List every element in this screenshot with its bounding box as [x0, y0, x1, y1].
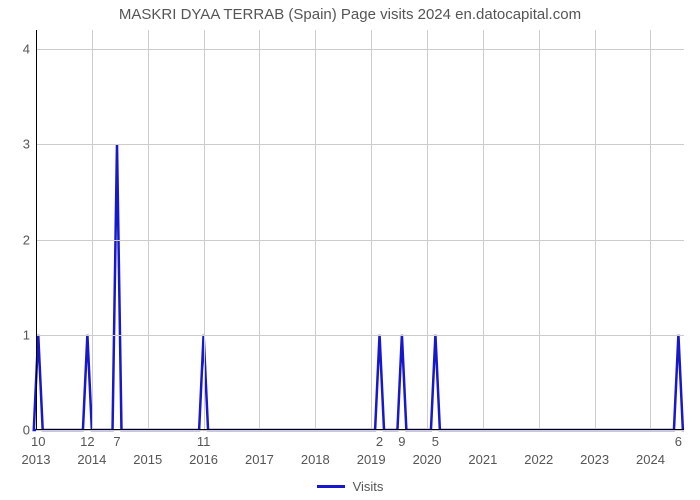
gridline-vertical: [259, 30, 260, 430]
x-tick-label: 2022: [524, 452, 553, 467]
gridline-vertical: [650, 30, 651, 430]
x-tick-label: 2013: [22, 452, 51, 467]
spike-value-label: 5: [432, 434, 439, 449]
visits-line: [34, 144, 684, 430]
spike-value-label: 6: [675, 434, 682, 449]
gridline-horizontal: [36, 144, 684, 145]
plot-area: 0123420132014201520162017201820192020202…: [36, 30, 684, 430]
y-axis-line: [36, 30, 37, 430]
legend-swatch: [317, 485, 345, 488]
x-tick-label: 2023: [580, 452, 609, 467]
spike-value-label: 7: [113, 434, 120, 449]
spike-value-label: 9: [398, 434, 405, 449]
gridline-vertical: [315, 30, 316, 430]
x-tick-label: 2019: [357, 452, 386, 467]
gridline-vertical: [204, 30, 205, 430]
chart-title: MASKRI DYAA TERRAB (Spain) Page visits 2…: [0, 6, 700, 23]
gridline-vertical: [92, 30, 93, 430]
spike-value-label: 12: [80, 434, 94, 449]
gridline-horizontal: [36, 240, 684, 241]
gridline-vertical: [427, 30, 428, 430]
gridline-horizontal: [36, 430, 684, 431]
x-tick-label: 2024: [636, 452, 665, 467]
x-tick-label: 2021: [468, 452, 497, 467]
x-tick-label: 2017: [245, 452, 274, 467]
gridline-vertical: [371, 30, 372, 430]
gridline-horizontal: [36, 49, 684, 50]
gridline-horizontal: [36, 335, 684, 336]
x-tick-label: 2014: [77, 452, 106, 467]
spike-value-label: 11: [197, 434, 211, 449]
line-series: [36, 30, 684, 430]
x-tick-label: 2018: [301, 452, 330, 467]
spike-value-label: 2: [376, 434, 383, 449]
y-tick-label: 3: [23, 137, 36, 152]
spike-value-label: 10: [31, 434, 45, 449]
y-tick-label: 2: [23, 232, 36, 247]
chart-container: MASKRI DYAA TERRAB (Spain) Page visits 2…: [0, 0, 700, 500]
legend: Visits: [0, 475, 700, 494]
x-tick-label: 2015: [133, 452, 162, 467]
gridline-vertical: [595, 30, 596, 430]
x-axis-line: [36, 429, 684, 430]
legend-label: Visits: [353, 479, 384, 494]
y-tick-label: 4: [23, 42, 36, 57]
gridline-vertical: [483, 30, 484, 430]
gridline-vertical: [148, 30, 149, 430]
y-tick-label: 1: [23, 327, 36, 342]
x-tick-label: 2020: [413, 452, 442, 467]
x-tick-label: 2016: [189, 452, 218, 467]
gridline-vertical: [539, 30, 540, 430]
